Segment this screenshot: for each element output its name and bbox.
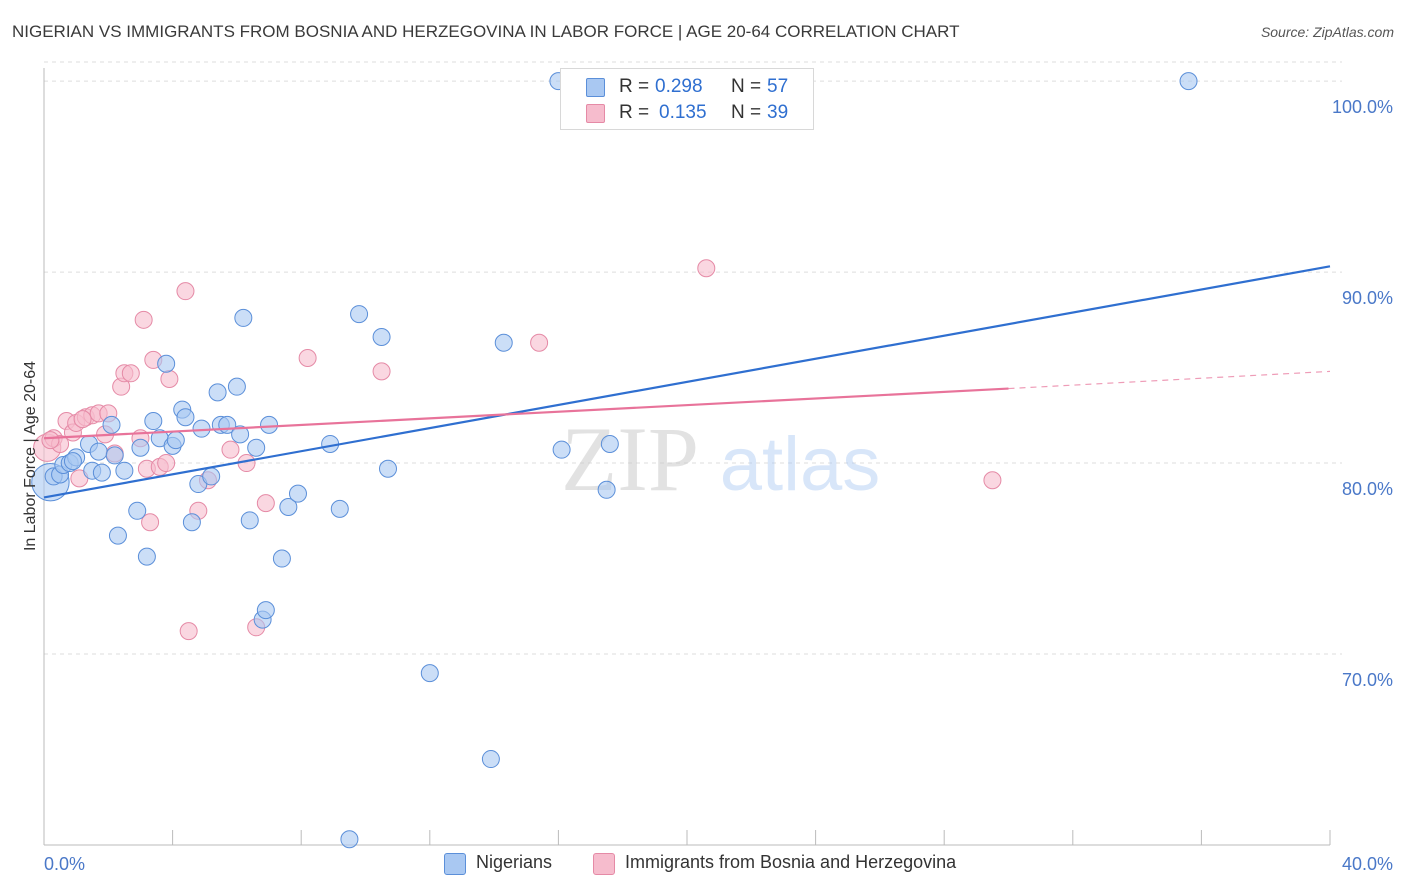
bosnia-point <box>530 333 549 352</box>
nigerians-point <box>105 446 124 465</box>
bosnia-trend-extension <box>1008 370 1331 390</box>
nigerians-point <box>192 419 211 438</box>
bosnia-point <box>983 471 1002 490</box>
nigerians-point <box>1179 72 1198 91</box>
nigerians-point <box>115 461 134 480</box>
nigerians-point <box>597 480 616 499</box>
nigerians-point <box>260 415 279 434</box>
bosnia-point <box>176 282 195 301</box>
nigerians-point <box>494 333 513 352</box>
x-tick-label: 40.0% <box>1342 854 1393 874</box>
nigerians-point <box>157 354 176 373</box>
x-tick-label: 0.0% <box>44 854 85 874</box>
bosnia-point <box>697 259 716 278</box>
watermark: ZIP atlas <box>561 408 880 510</box>
points-layer <box>31 72 1198 849</box>
trend-layer <box>43 265 1331 499</box>
nigerians-point <box>227 377 246 396</box>
nigerians-point <box>481 750 500 769</box>
legend-n-label: N = <box>731 76 762 97</box>
nigerians-point <box>108 526 127 545</box>
correlation-legend: R = 0.298 N = 57 R = 0.135 N = 39 <box>560 68 814 130</box>
legend-swatch-bosnia <box>593 853 615 875</box>
bosnia-point <box>179 622 198 641</box>
y-tick-label: 80.0% <box>1342 479 1393 499</box>
nigerians-point <box>340 830 359 849</box>
nigerians-point <box>231 425 250 444</box>
bosnia-point <box>160 370 179 389</box>
nigerians-point <box>63 452 82 471</box>
nigerians-point <box>202 467 221 486</box>
nigerians-point <box>166 431 185 450</box>
legend-label-nigerians: Nigerians <box>476 852 553 872</box>
nigerians-point <box>272 549 291 568</box>
bosnia-trend-line <box>43 387 1009 440</box>
nigerians-point <box>131 438 150 457</box>
nigerians-point <box>247 438 266 457</box>
bosnia-point <box>141 513 160 532</box>
nigerians-point <box>288 484 307 503</box>
legend-swatch-blue <box>586 78 605 97</box>
bosnia-point <box>73 410 92 429</box>
legend-r-label: R = <box>619 76 650 97</box>
bosnia-point <box>372 362 391 381</box>
nigerians-point <box>420 664 439 683</box>
bosnia-point <box>221 440 240 459</box>
legend-n-label: N = <box>731 102 762 123</box>
y-axis-label: In Labor Force | Age 20-64 <box>22 361 39 551</box>
nigerians-point <box>92 463 111 482</box>
legend-r-value: 0.135 <box>659 102 707 123</box>
legend-r-value: 0.298 <box>655 76 703 97</box>
legend-swatch-nigerians <box>444 853 466 875</box>
bosnia-point <box>41 431 60 450</box>
nigerians-point <box>144 412 163 431</box>
y-tick-label: 100.0% <box>1332 97 1393 117</box>
source-label: Source: ZipAtlas.com <box>1260 24 1394 40</box>
legend-label-bosnia: Immigrants from Bosnia and Herzegovina <box>625 852 957 872</box>
legend-n-value: 39 <box>767 102 789 123</box>
bosnia-point <box>121 364 140 383</box>
legend-swatch-pink <box>586 104 605 123</box>
nigerians-point <box>128 501 147 520</box>
nigerians-point <box>330 499 349 518</box>
nigerians-point <box>279 497 298 516</box>
nigerians-point <box>182 513 201 532</box>
bosnia-point <box>157 454 176 473</box>
watermark-atlas: atlas <box>720 422 881 507</box>
nigerians-point <box>240 511 259 530</box>
nigerians-point <box>102 415 121 434</box>
nigerians-point <box>379 459 398 478</box>
legend-n-value: 57 <box>767 76 789 97</box>
nigerians-point <box>600 434 619 453</box>
nigerians-point <box>350 305 369 324</box>
bosnia-point <box>256 494 275 513</box>
nigerians-point <box>372 328 391 347</box>
chart-title: NIGERIAN VS IMMIGRANTS FROM BOSNIA AND H… <box>12 22 960 41</box>
nigerians-point <box>137 547 156 566</box>
grid-layer <box>44 61 1342 655</box>
nigerians-point <box>234 308 253 327</box>
watermark-zip: ZIP <box>561 408 699 510</box>
nigerians-point <box>176 408 195 427</box>
nigerians-point <box>208 383 227 402</box>
y-tick-label: 90.0% <box>1342 288 1393 308</box>
nigerians-trend-line <box>43 265 1331 499</box>
nigerians-point <box>89 442 108 461</box>
y-tick-label: 70.0% <box>1342 670 1393 690</box>
bosnia-point <box>298 349 317 368</box>
legend-r-label: R = <box>619 102 650 123</box>
nigerians-point <box>256 601 275 620</box>
bosnia-point <box>134 310 153 329</box>
nigerians-point <box>552 440 571 459</box>
